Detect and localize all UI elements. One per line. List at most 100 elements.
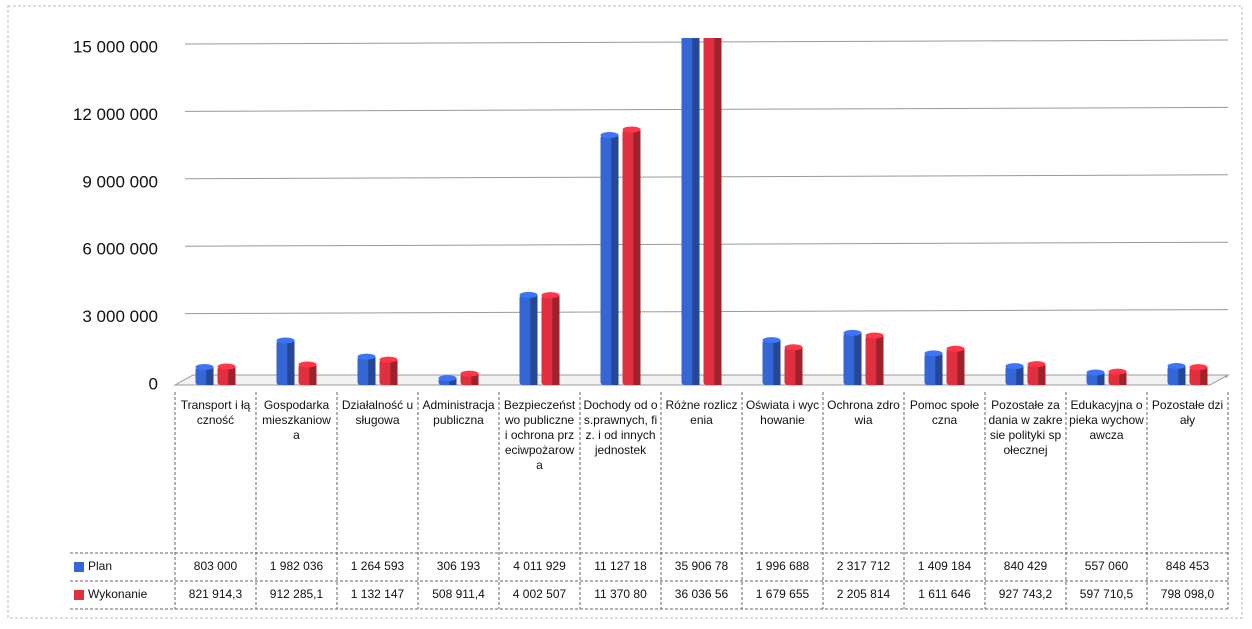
bar-shade: [206, 366, 214, 385]
bar-top: [1189, 364, 1208, 371]
y-tick-label: 12 000 000: [73, 105, 158, 124]
table-value: 1 264 593: [351, 559, 405, 573]
x-tick-label: Transport i łączność: [180, 398, 251, 427]
x-tick-label-box: Pozostałe działy: [1151, 398, 1224, 427]
legend-label: Wykonanie: [88, 587, 148, 601]
bar-top: [519, 291, 538, 298]
bar-top: [843, 329, 862, 336]
x-tick-label-box: Ochrona zdrowia: [827, 398, 900, 427]
bar-top: [195, 363, 214, 370]
bar-shade: [228, 366, 236, 385]
x-tick-label: Bezpieczeństwo publiczne i ochrona przec…: [503, 398, 576, 472]
bar-shade: [449, 378, 457, 385]
x-tick-label: Pomoc społeczna: [909, 398, 980, 427]
bar-top: [357, 353, 376, 360]
x-tick-label: Gospodarka mieszkaniowa: [262, 398, 331, 442]
floor: [173, 374, 1230, 386]
bar-top: [276, 337, 295, 344]
table-value: 798 098,0: [1161, 587, 1215, 601]
bar-top: [298, 361, 317, 368]
bar-top: [600, 132, 619, 139]
table-value: 2 317 712: [837, 559, 891, 573]
table-value: 840 429: [1004, 559, 1048, 573]
bar-top: [1108, 368, 1127, 375]
bars: [195, 38, 1208, 386]
table-value: 557 060: [1085, 559, 1129, 573]
legend-label: Plan: [88, 559, 112, 573]
bar-top: [541, 292, 560, 299]
x-tick-label-box: Transport i łączność: [180, 398, 251, 427]
legend-swatch: [74, 590, 84, 600]
x-tick-label: Ochrona zdrowia: [827, 398, 900, 427]
x-tick-label: Edukacyjna opieka wychowawcza: [1069, 398, 1144, 442]
bar-shade: [773, 340, 781, 385]
table-value: 508 911,4: [432, 587, 485, 601]
x-tick-label-box: Gospodarka mieszkaniowa: [262, 398, 331, 442]
x-tick-label: Oświata i wychowanie: [745, 398, 820, 427]
bar-shade: [935, 353, 943, 385]
table-value: 306 193: [437, 559, 481, 573]
bar-shade: [309, 364, 317, 385]
x-tick-label: Dochody od os.prawnych, fiz. i od innych…: [583, 398, 658, 457]
bar-shade: [1097, 372, 1105, 385]
bar-shade: [530, 294, 538, 385]
bar-top: [1167, 362, 1186, 369]
bar-top: [460, 370, 479, 377]
bar-shade: [854, 332, 862, 385]
x-tick-label-box: Administracja publiczna: [422, 398, 495, 427]
table-value: 803 000: [194, 559, 238, 573]
x-tick-label: Pozostałe zadania w zakresie polityki sp…: [988, 398, 1063, 457]
y-tick-label: 6 000 000: [82, 240, 158, 259]
bar-top: [622, 126, 641, 133]
x-tick-label-box: Pozostałe zadania w zakresie polityki sp…: [988, 398, 1063, 457]
x-tick-label: Różne rozliczenia: [665, 398, 738, 427]
table-value: 4 011 929: [513, 559, 566, 573]
bar-shade: [1178, 365, 1186, 385]
bar-shade: [1119, 371, 1127, 385]
bar-top: [865, 332, 884, 339]
y-tick-label: 9 000 000: [82, 172, 158, 191]
bar-shade: [287, 340, 295, 385]
bar-shade: [876, 335, 884, 385]
x-tick-label-box: Różne rozliczenia: [665, 398, 738, 427]
bar-top: [438, 375, 457, 382]
table-value: 1 679 655: [756, 587, 810, 601]
bar-shade: [714, 38, 722, 386]
chart-frame: [7, 5, 1243, 619]
bar-shade: [1038, 364, 1046, 385]
bar-top: [924, 350, 943, 357]
table-value: 1 132 147: [351, 587, 405, 601]
legend-swatch: [74, 562, 84, 572]
table-value: 35 906 78: [675, 559, 729, 573]
x-tick-label-box: Dochody od os.prawnych, fiz. i od innych…: [583, 398, 658, 457]
bar-top: [1027, 361, 1046, 368]
table-value: 4 002 507: [513, 587, 567, 601]
y-tick-label: 15 000 000: [73, 37, 158, 56]
x-tick-label: Administracja publiczna: [422, 398, 495, 427]
table-value: 11 370 80: [594, 587, 647, 601]
bar-top: [946, 345, 965, 352]
y-tick-label: 0: [149, 374, 158, 393]
x-tick-label-box: Oświata i wychowanie: [745, 398, 820, 427]
table-value: 11 127 18: [594, 559, 647, 573]
table-value: 1 982 036: [270, 559, 324, 573]
bar-shade: [390, 359, 398, 385]
x-tick-label: Działalność usługowa: [341, 398, 414, 427]
bar-shade: [368, 356, 376, 385]
x-tick-label-box: Działalność usługowa: [341, 398, 414, 427]
bar-shade: [611, 135, 619, 385]
x-tick-label-box: Bezpieczeństwo publiczne i ochrona przec…: [503, 398, 576, 472]
x-tick-label: Pozostałe działy: [1151, 398, 1224, 427]
x-tick-label-box: Pomoc społeczna: [909, 398, 980, 427]
table-value: 848 453: [1166, 559, 1210, 573]
bar-top: [1086, 369, 1105, 376]
bar-shade: [1016, 366, 1024, 385]
table-value: 912 285,1: [270, 587, 324, 601]
bar-top: [379, 356, 398, 363]
bar-shade: [471, 373, 479, 385]
table-value: 2 205 814: [837, 587, 891, 601]
table-value: 1 611 646: [918, 587, 971, 601]
table-value: 927 743,2: [999, 587, 1053, 601]
bar-shade: [957, 348, 965, 385]
